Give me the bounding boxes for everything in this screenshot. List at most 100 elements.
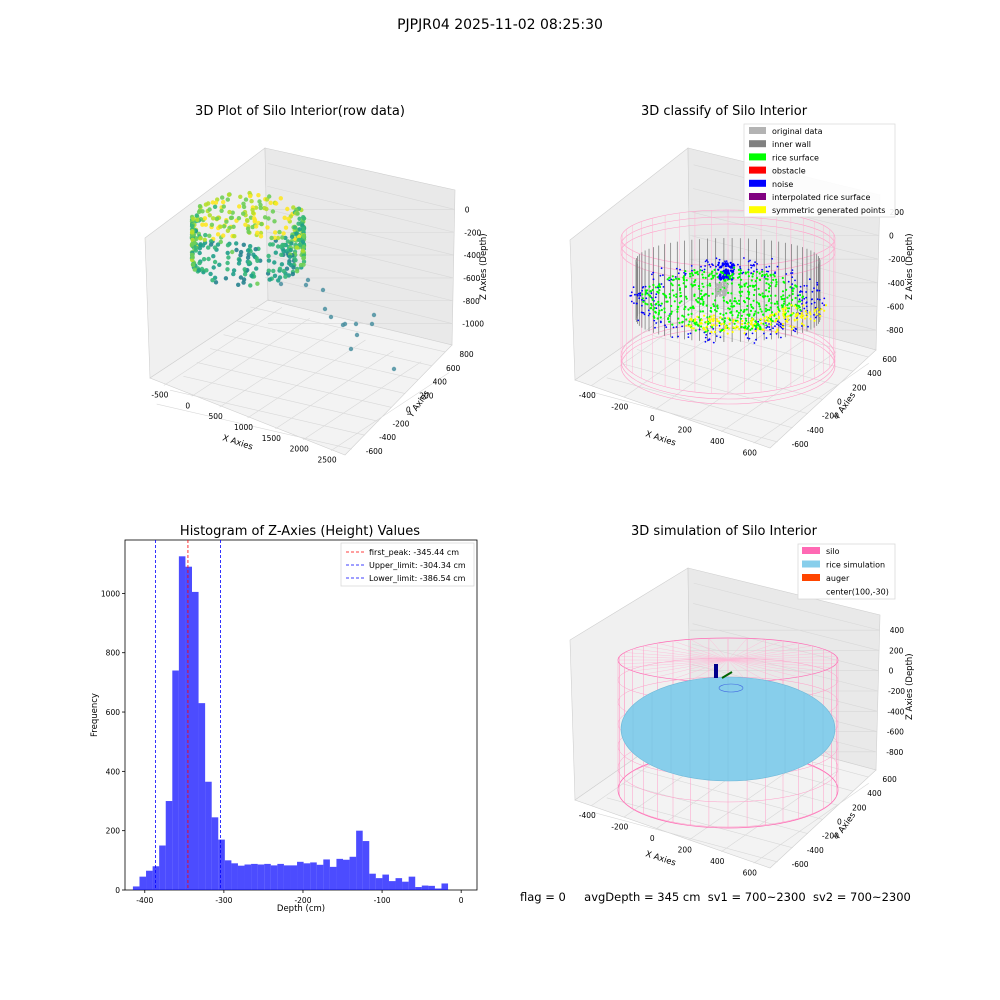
rice-surface-point	[745, 308, 748, 311]
data-point	[216, 215, 222, 220]
rice-surface-point	[755, 276, 759, 280]
data-point	[230, 233, 235, 239]
noise-point	[795, 328, 797, 331]
rice-surface-point	[797, 300, 801, 303]
data-point	[236, 282, 241, 287]
y-tick-label: 0	[115, 886, 120, 895]
rice-surface-point	[764, 310, 768, 313]
symmetric-point	[744, 328, 747, 331]
data-point	[241, 204, 247, 210]
rice-surface-point	[707, 294, 711, 297]
rice-surface-point	[799, 308, 802, 312]
noise-point	[709, 332, 711, 335]
data-point	[193, 263, 198, 268]
rice-surface-point	[786, 296, 789, 299]
y-tick-label: 200	[852, 383, 867, 392]
data-point	[280, 246, 285, 252]
data-point	[246, 261, 252, 267]
rice-surface-point	[728, 276, 731, 279]
noise-point	[793, 326, 795, 329]
noise-point	[650, 296, 653, 299]
data-point	[196, 209, 202, 215]
rice-surface-point	[651, 298, 655, 301]
panel1-tick-labels: -50005001000150020002500-600-400-2000200…	[151, 205, 484, 464]
silo-spoke	[624, 659, 729, 668]
silo-spoke	[727, 659, 799, 678]
rice-surface-point	[729, 299, 732, 302]
legend-label: inner wall	[772, 140, 811, 149]
rice-surface-point	[758, 278, 762, 282]
rice-surface-point	[668, 320, 671, 323]
rice-surface-point	[705, 326, 708, 329]
noise-point	[725, 276, 728, 279]
rice-surface-point	[739, 285, 742, 288]
original-data-point	[724, 282, 728, 285]
rice-surface-point	[675, 295, 678, 298]
legend-label: original data	[772, 127, 823, 136]
data-point	[284, 249, 289, 254]
symmetric-point	[800, 312, 803, 315]
rice-surface-point	[722, 328, 725, 332]
data-point	[195, 244, 200, 250]
noise-point	[751, 264, 754, 267]
noise-point	[727, 272, 730, 275]
data-point	[301, 226, 306, 231]
silo-spoke	[727, 648, 824, 661]
data-point	[250, 274, 255, 279]
silo-ring	[617, 733, 839, 803]
rice-surface-point	[658, 303, 661, 306]
rice-surface-point	[791, 289, 794, 292]
data-point	[263, 197, 268, 202]
rice-surface-point	[755, 301, 759, 304]
data-point	[354, 332, 360, 338]
data-point	[189, 257, 195, 263]
silo-spoke	[727, 642, 799, 661]
rice-surface-point	[711, 292, 714, 295]
histogram-bar	[159, 845, 166, 890]
data-point	[271, 268, 276, 274]
symmetric-point	[702, 326, 705, 329]
x-tick-label: 0	[459, 896, 464, 905]
data-point	[225, 250, 230, 256]
silo-ring	[617, 752, 839, 828]
data-point	[194, 213, 199, 218]
rice-surface-point	[739, 272, 742, 275]
data-point	[241, 277, 247, 282]
x-tick-label: 200	[678, 845, 693, 854]
data-point	[192, 243, 197, 248]
rice-surface-point	[699, 297, 702, 301]
rice-surface-point	[710, 272, 713, 275]
rice-surface-point	[696, 270, 699, 273]
data-point	[191, 265, 197, 270]
rice-surface-point	[768, 287, 771, 290]
data-point	[221, 199, 226, 205]
data-point	[266, 216, 271, 221]
data-point	[207, 233, 212, 238]
x-tick-label: -300	[215, 896, 232, 905]
rice-surface-point	[671, 284, 674, 287]
z-tick-label: -600	[887, 728, 904, 737]
data-point	[270, 209, 276, 214]
y-tick-label: 600	[882, 355, 897, 364]
noise-point	[726, 275, 729, 279]
data-point	[193, 242, 199, 247]
noise-point	[664, 324, 666, 327]
histogram-bar	[290, 865, 298, 890]
z-tick-label: -400	[464, 251, 481, 260]
original-data-point	[719, 282, 722, 285]
data-point	[295, 210, 300, 216]
y-tick-label: 0	[406, 405, 411, 414]
noise-point	[732, 272, 735, 276]
rice-surface-point	[694, 279, 697, 282]
noise-point	[819, 314, 822, 317]
noise-point	[806, 309, 808, 312]
rice-surface-point	[752, 285, 755, 288]
rice-surface-point	[785, 307, 789, 310]
original-data-point	[722, 288, 726, 291]
data-point	[295, 227, 301, 233]
legend-swatch	[802, 547, 820, 554]
symmetric-point	[760, 322, 763, 325]
data-point	[198, 242, 203, 247]
original-data-point	[722, 290, 725, 293]
data-point	[190, 230, 195, 235]
